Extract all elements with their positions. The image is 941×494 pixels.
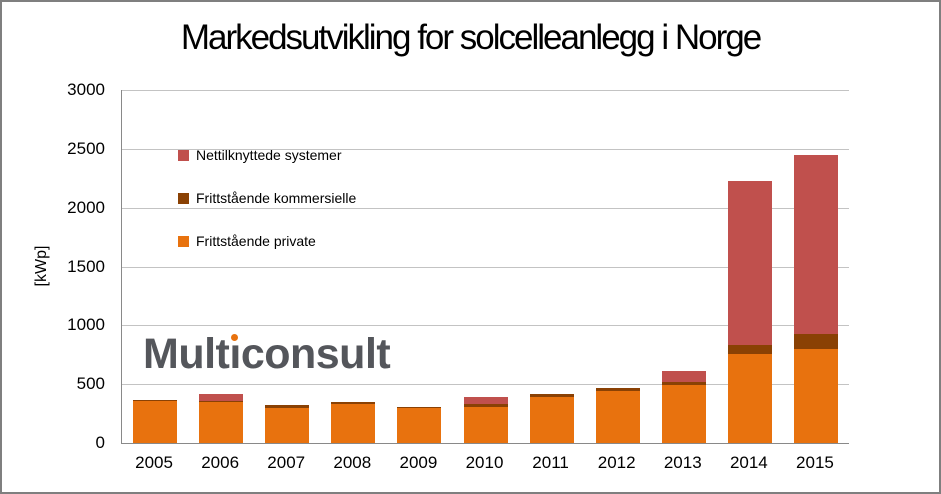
gridline-1000	[122, 325, 849, 327]
x-tick-label-2012: 2012	[597, 453, 636, 472]
legend: Nettilknyttede systemer Frittstående komm…	[178, 147, 356, 276]
x-tick-label-2008: 2008	[333, 453, 372, 472]
bar-segment-2014-nettilknyttede	[727, 180, 772, 346]
bar-segment-2013-kommersielle	[661, 382, 706, 386]
legend-label: Nettilknyttede systemer	[196, 147, 342, 163]
legend-swatch-icon	[178, 149, 189, 161]
y-tick-label-2000: 2000	[67, 197, 105, 217]
bar-2008	[331, 90, 376, 443]
gridline-1500	[122, 266, 849, 268]
bar-segment-2008-private	[331, 404, 376, 443]
bar-2011	[529, 90, 574, 443]
multiconsult-watermark: Multı consult	[143, 330, 391, 378]
logo-orange-dot-icon	[231, 334, 239, 341]
legend-swatch-icon	[178, 235, 189, 247]
bar-2015	[793, 90, 838, 443]
y-tick-label-1500: 1500	[67, 256, 105, 276]
plot-area: Nettilknyttede systemer Frittstående komm…	[121, 90, 849, 444]
bar-2014	[727, 90, 772, 443]
bar-2010	[463, 90, 508, 443]
gridline-500	[122, 384, 849, 386]
bar-segment-2010-kommersielle	[463, 404, 508, 407]
gridline-2000	[122, 207, 849, 209]
legend-label: Frittstående kommersielle	[196, 190, 357, 206]
x-tick-label-2009: 2009	[399, 453, 438, 472]
y-tick-label-0: 0	[95, 433, 105, 452]
y-tick-label-500: 500	[76, 374, 105, 394]
y-tick-label-1000: 1000	[67, 315, 105, 335]
bar-segment-2010-nettilknyttede	[463, 397, 508, 405]
bar-segment-2015-kommersielle	[793, 333, 838, 349]
bar-segment-2014-private	[727, 353, 772, 443]
bar-2007	[265, 90, 310, 443]
y-tick-label-2500: 2500	[67, 138, 105, 158]
legend-item-kommersielle: Frittstående kommersielle	[178, 190, 356, 206]
bar-segment-2008-kommersielle	[331, 401, 376, 405]
bar-segment-2011-private	[529, 397, 574, 443]
bar-2012	[595, 90, 640, 443]
x-tick-label-2010: 2010	[465, 453, 504, 472]
bar-segment-2012-private	[595, 391, 640, 443]
legend-item-private: Frittstående private	[178, 233, 356, 249]
bar-segment-2007-kommersielle	[265, 405, 310, 408]
bar-segment-2009-kommersielle	[397, 406, 442, 409]
watermark-text-pre: Mult	[143, 330, 230, 378]
gridline-2500	[122, 148, 849, 150]
y-tick-label-3000: 3000	[67, 80, 105, 99]
bar-segment-2009-private	[397, 408, 442, 443]
bar-segment-2015-nettilknyttede	[793, 155, 838, 334]
bar-2013	[661, 90, 706, 443]
bar-segment-2015-private	[793, 348, 838, 443]
bar-segment-2011-kommersielle	[529, 394, 574, 398]
bar-segment-2007-private	[265, 407, 310, 443]
bar-segment-2010-private	[463, 406, 508, 443]
x-axis-tick-labels: 2005 2006 2007 2008 2009 2010 2011 2012 2013 2014…	[121, 452, 848, 478]
x-tick-label-2006: 2006	[201, 453, 240, 472]
gridline-3000	[122, 90, 849, 91]
bar-segment-2006-nettilknyttede	[199, 394, 244, 401]
legend-label: Frittstående private	[196, 233, 316, 249]
bar-2006	[199, 90, 244, 443]
legend-swatch-icon	[178, 192, 189, 204]
x-tick-label-2013: 2013	[663, 453, 702, 472]
x-tick-label-2011: 2011	[532, 453, 569, 472]
bar-segment-2005-kommersielle	[133, 400, 178, 402]
bar-2009	[397, 90, 442, 443]
chart-title: Markedsutvikling for solcelleanlegg i No…	[180, 18, 762, 57]
x-tick-label-2007: 2007	[267, 453, 306, 472]
watermark-dotless-i: ı	[229, 330, 241, 378]
bar-segment-2012-kommersielle	[595, 388, 640, 392]
bar-segment-2013-nettilknyttede	[661, 370, 706, 383]
legend-item-nettilknyttede: Nettilknyttede systemer	[178, 147, 356, 163]
y-axis-tick-labels: 0 500 1000 1500 2000 2500 3000	[2, 81, 105, 452]
bar-segment-2006-private	[199, 401, 244, 443]
bar-2005	[133, 90, 178, 443]
bar-segment-2014-kommersielle	[727, 345, 772, 354]
bar-segment-2005-private	[133, 401, 178, 443]
bar-segment-2013-private	[661, 385, 706, 443]
bar-segment-2006-kommersielle	[199, 400, 244, 402]
x-tick-label-2005: 2005	[135, 453, 173, 472]
x-tick-label-2014: 2014	[729, 453, 768, 472]
watermark-text-post: consult	[240, 330, 391, 378]
x-tick-label-2015: 2015	[796, 453, 834, 472]
